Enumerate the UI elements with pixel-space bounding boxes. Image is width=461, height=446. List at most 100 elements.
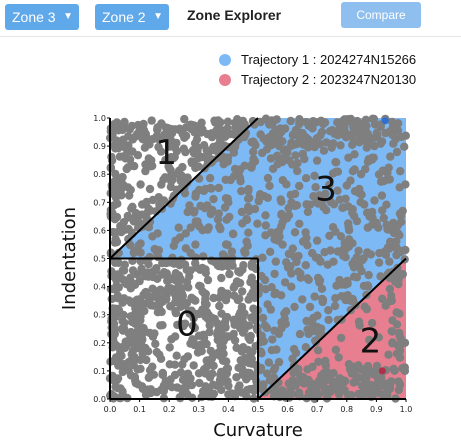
- data-point: [298, 295, 307, 304]
- zone-select-left[interactable]: Zone 3 ▼: [5, 4, 79, 30]
- data-point: [165, 285, 174, 294]
- data-point: [207, 129, 216, 138]
- data-point: [256, 130, 265, 139]
- data-point: [321, 189, 330, 198]
- data-point: [305, 200, 315, 209]
- data-point: [151, 339, 160, 349]
- data-point: [244, 228, 253, 237]
- data-point: [290, 201, 300, 211]
- highlight-point[interactable]: [378, 367, 386, 375]
- data-point: [294, 267, 303, 276]
- data-point: [331, 345, 341, 354]
- data-point: [119, 310, 128, 320]
- data-point: [364, 270, 373, 280]
- data-point: [215, 293, 224, 302]
- data-point: [329, 200, 339, 209]
- data-point: [261, 221, 270, 230]
- data-point: [249, 147, 258, 156]
- data-point: [144, 260, 153, 269]
- data-point: [331, 167, 340, 176]
- data-point: [379, 176, 388, 186]
- data-point: [118, 298, 127, 307]
- data-point: [349, 297, 358, 306]
- data-point: [171, 269, 180, 278]
- data-point: [115, 227, 124, 236]
- data-point: [191, 296, 200, 305]
- legend-dot-trajectory-1: [219, 54, 231, 66]
- legend-item-trajectory-2[interactable]: Trajectory 2 : 2023247N20130: [219, 70, 416, 90]
- data-point: [203, 201, 212, 210]
- data-point: [136, 180, 145, 189]
- data-point: [158, 297, 168, 306]
- data-point: [150, 329, 159, 338]
- data-point: [301, 174, 311, 183]
- data-point: [302, 118, 311, 127]
- data-point: [248, 371, 258, 380]
- data-point: [216, 224, 225, 234]
- data-point: [176, 368, 186, 377]
- data-point: [223, 364, 233, 373]
- data-point: [313, 346, 323, 355]
- data-point: [232, 277, 242, 286]
- data-point: [164, 162, 173, 171]
- data-point: [308, 138, 317, 147]
- data-point: [344, 153, 353, 162]
- data-point: [119, 181, 128, 190]
- data-point: [265, 181, 274, 191]
- data-point: [170, 360, 180, 369]
- data-point: [340, 246, 349, 255]
- data-point: [120, 343, 130, 352]
- data-point: [152, 347, 161, 357]
- highlight-point[interactable]: [381, 117, 389, 125]
- data-point: [230, 291, 239, 300]
- data-point: [170, 290, 180, 299]
- data-point: [203, 314, 212, 323]
- data-point: [338, 203, 347, 212]
- data-point: [308, 124, 317, 133]
- data-point: [118, 141, 127, 150]
- data-point: [277, 209, 286, 219]
- data-point: [312, 156, 322, 165]
- data-point: [286, 116, 295, 126]
- data-point: [240, 325, 249, 334]
- data-point: [229, 315, 238, 324]
- data-point: [244, 333, 253, 342]
- data-point: [316, 324, 326, 333]
- zone-select-right[interactable]: Zone 2 ▼: [95, 4, 169, 30]
- data-point: [167, 383, 177, 392]
- zone-boundary-line: [257, 257, 407, 400]
- data-point: [290, 228, 300, 237]
- data-point: [113, 199, 122, 208]
- data-point: [321, 388, 331, 397]
- data-point: [192, 135, 202, 144]
- data-point: [213, 141, 222, 150]
- data-point: [177, 171, 186, 180]
- data-point: [112, 136, 122, 145]
- data-point: [145, 184, 155, 194]
- data-point: [225, 212, 234, 222]
- data-point: [223, 255, 232, 265]
- data-point: [273, 236, 283, 245]
- data-point: [277, 318, 286, 327]
- y-tick-label: 0.8: [93, 170, 106, 179]
- data-point: [333, 186, 342, 195]
- data-point: [136, 364, 145, 373]
- data-point: [264, 117, 273, 126]
- data-point: [191, 192, 200, 201]
- data-point: [301, 261, 310, 270]
- data-point: [158, 258, 167, 268]
- data-point: [196, 201, 205, 211]
- data-point: [344, 235, 354, 244]
- data-point: [137, 210, 146, 219]
- data-point: [250, 139, 259, 149]
- data-point: [388, 339, 397, 348]
- legend-item-trajectory-1[interactable]: Trajectory 1 : 2024274N15266: [219, 50, 416, 70]
- x-tick-label: 1.0: [400, 405, 413, 414]
- data-point: [288, 354, 297, 363]
- data-point: [146, 388, 155, 398]
- compare-button[interactable]: Compare: [341, 2, 421, 28]
- data-point: [207, 354, 217, 363]
- data-point: [341, 295, 350, 305]
- data-point: [317, 127, 327, 137]
